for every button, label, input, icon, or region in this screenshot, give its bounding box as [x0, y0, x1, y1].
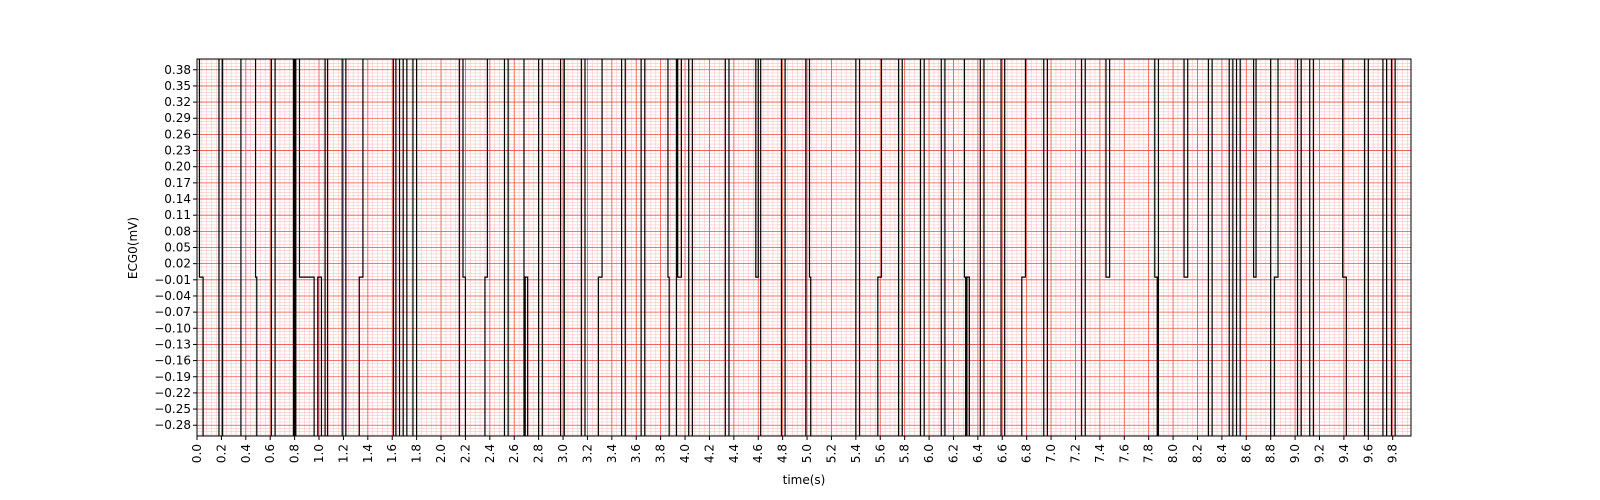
x-tick-label: 1.0	[312, 444, 326, 463]
x-tick-label: 8.2	[1190, 444, 1204, 463]
y-tick-label: 0.11	[164, 208, 191, 222]
x-tick-label: 8.8	[1264, 444, 1278, 463]
x-tick-label: 0.8	[288, 444, 302, 463]
y-tick-label: −0.22	[154, 386, 191, 400]
x-tick-label: 2.0	[434, 444, 448, 463]
x-tick-label: 9.0	[1288, 444, 1302, 463]
x-tick-label: 5.8	[898, 444, 912, 463]
y-tick-label: −0.13	[154, 337, 191, 351]
y-tick-label: 0.29	[164, 111, 191, 125]
x-tick-label: 5.2	[824, 444, 838, 463]
x-tick-label: 3.2	[580, 444, 594, 463]
y-tick-label: −0.01	[154, 273, 191, 287]
x-tick-label: 9.4	[1337, 444, 1351, 463]
x-tick-label: 5.4	[849, 444, 863, 463]
y-tick-label: 0.26	[164, 127, 191, 141]
x-tick-label: 5.6	[873, 444, 887, 463]
x-tick-label: 7.4	[1093, 444, 1107, 463]
x-tick-label: 3.4	[605, 444, 619, 463]
y-tick-label: 0.05	[164, 241, 191, 255]
x-tick-label: 0.4	[239, 444, 253, 463]
x-tick-label: 4.8	[776, 444, 790, 463]
y-tick-label: −0.10	[154, 321, 191, 335]
y-tick-label: 0.02	[164, 257, 191, 271]
x-tick-label: 2.4	[483, 444, 497, 463]
x-tick-label: 7.8	[1142, 444, 1156, 463]
x-tick-label: 2.6	[507, 444, 521, 463]
x-tick-label: 6.4	[971, 444, 985, 463]
x-tick-label: 4.4	[727, 444, 741, 463]
ecg-line	[198, 59, 1396, 436]
x-tick-label: 0.0	[190, 444, 204, 463]
y-tick-label: −0.25	[154, 402, 191, 416]
x-tick-label: 4.6	[751, 444, 765, 463]
y-tick-label: 0.38	[164, 63, 191, 77]
x-tick-label: 6.8	[1020, 444, 1034, 463]
x-tick-label: 1.8	[410, 444, 424, 463]
y-axis-label: ECG0(mV)	[126, 217, 140, 279]
y-tick-label: 0.23	[164, 144, 191, 158]
x-tick-label: 9.8	[1386, 444, 1400, 463]
y-tick-label: 0.08	[164, 224, 191, 238]
x-tick-label: 6.2	[946, 444, 960, 463]
y-tick-label: −0.16	[154, 354, 191, 368]
plot-frame	[196, 58, 1412, 437]
x-tick-label: 2.2	[458, 444, 472, 463]
x-tick-label: 1.2	[336, 444, 350, 463]
y-tick-label: −0.28	[154, 418, 191, 432]
x-tick-label: 0.2	[214, 444, 228, 463]
x-tick-label: 8.6	[1239, 444, 1253, 463]
x-tick-label: 7.2	[1068, 444, 1082, 463]
x-tick-label: 2.8	[532, 444, 546, 463]
x-tick-label: 6.0	[922, 444, 936, 463]
x-tick-label: 0.6	[263, 444, 277, 463]
x-tick-label: 1.6	[385, 444, 399, 463]
x-tick-label: 8.4	[1215, 444, 1229, 463]
x-tick-label: 3.6	[629, 444, 643, 463]
x-tick-label: 4.0	[678, 444, 692, 463]
x-tick-label: 9.6	[1361, 444, 1375, 463]
y-tick-label: −0.07	[154, 305, 191, 319]
y-tick-label: −0.04	[154, 289, 191, 303]
x-tick-label: 3.0	[556, 444, 570, 463]
x-tick-label: 7.0	[1044, 444, 1058, 463]
y-tick-label: 0.35	[164, 79, 191, 93]
y-tick-label: 0.14	[164, 192, 191, 206]
x-tick-label: 4.2	[702, 444, 716, 463]
x-axis-label: time(s)	[783, 473, 826, 487]
x-tick-label: 5.0	[800, 444, 814, 463]
x-tick-label: 1.4	[361, 444, 375, 463]
y-tick-label: 0.20	[164, 160, 191, 174]
y-tick-label: 0.32	[164, 95, 191, 109]
x-tick-label: 7.6	[1117, 444, 1131, 463]
x-tick-label: 9.2	[1312, 444, 1326, 463]
x-tick-label: 8.0	[1166, 444, 1180, 463]
x-tick-label: 6.6	[995, 444, 1009, 463]
y-tick-label: 0.17	[164, 176, 191, 190]
y-tick-label: −0.19	[154, 370, 191, 384]
x-tick-label: 3.8	[654, 444, 668, 463]
